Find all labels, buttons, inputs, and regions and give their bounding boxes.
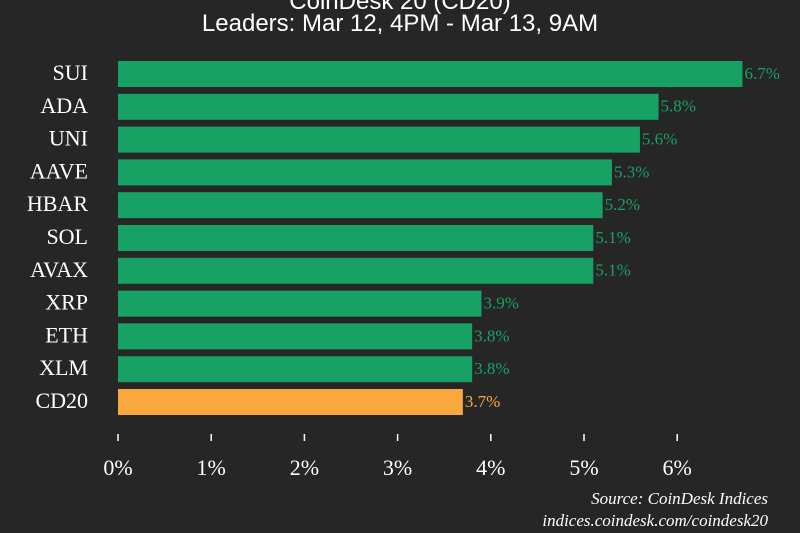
x-tick-label-0: 0% (103, 455, 132, 480)
chart-title: CoinDesk 20 (CD20) (289, 0, 511, 15)
x-tick-label-6: 6% (663, 455, 692, 480)
value-label-uni: 5.6% (642, 130, 677, 149)
value-label-ada: 5.8% (661, 97, 696, 116)
category-label-uni: UNI (49, 126, 88, 151)
category-label-eth: ETH (45, 322, 88, 347)
chart-subtitle: Leaders: Mar 12, 4PM - Mar 13, 9AM (201, 10, 599, 37)
bar-uni (118, 126, 640, 153)
category-label-aave: AAVE (30, 158, 88, 183)
value-label-sui: 6.7% (744, 64, 779, 83)
bar-sol (118, 225, 594, 251)
value-label-xlm: 3.8% (474, 359, 509, 378)
value-label-sol: 5.1% (595, 228, 630, 247)
category-label-sol: SOL (46, 224, 88, 249)
category-label-ada: ADA (40, 93, 88, 118)
category-label-sui: SUI (53, 60, 88, 85)
x-tick-label-1: 1% (197, 455, 226, 480)
bar-xlm (118, 356, 473, 383)
x-tick-label-5: 5% (569, 455, 598, 480)
bar-sui (118, 61, 743, 87)
source-note: Source: CoinDesk Indices (591, 489, 768, 508)
bar-hbar (118, 192, 603, 219)
value-label-aave: 5.3% (614, 162, 649, 181)
category-label-xlm: XLM (39, 355, 88, 380)
bar-ada (118, 93, 659, 120)
bar-avax (118, 257, 594, 284)
category-label-cd20: CD20 (35, 388, 88, 413)
x-tick-label-3: 3% (383, 455, 412, 480)
value-label-hbar: 5.2% (605, 195, 640, 214)
value-label-xrp: 3.9% (483, 294, 518, 313)
value-label-cd20: 3.7% (465, 392, 500, 411)
x-tick-label-2: 2% (290, 455, 319, 480)
category-label-hbar: HBAR (27, 191, 88, 216)
value-label-avax: 5.1% (595, 261, 630, 280)
bar-aave (118, 159, 612, 186)
category-label-avax: AVAX (30, 257, 88, 282)
bar-eth (118, 323, 473, 350)
bar-xrp (118, 290, 482, 317)
bar-cd20 (118, 389, 463, 415)
value-label-eth: 3.8% (474, 326, 509, 345)
x-tick-label-4: 4% (476, 455, 505, 480)
source-url: indices.coindesk.com/coindesk20 (542, 511, 768, 530)
category-label-xrp: XRP (45, 290, 88, 315)
